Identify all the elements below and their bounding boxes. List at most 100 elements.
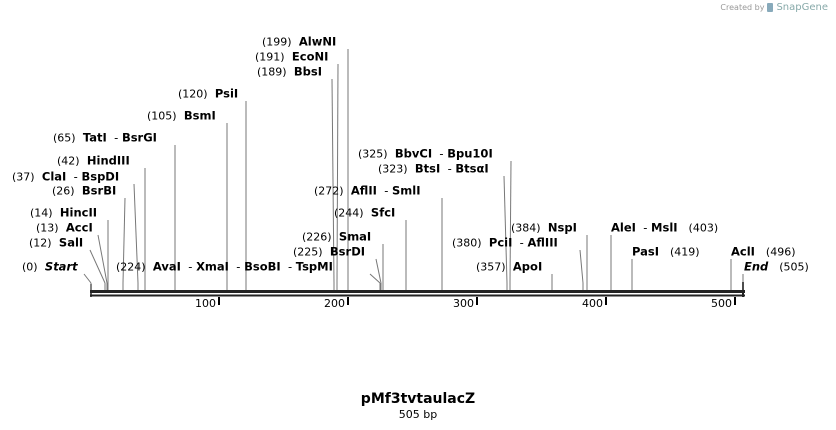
enzyme-site-label[interactable]: (12) SalI <box>29 236 83 251</box>
enzyme-site-label[interactable]: (189) BbsI <box>257 65 322 80</box>
site-position: (403) <box>688 221 719 235</box>
site-position: (199) <box>262 35 292 49</box>
site-leader-line <box>579 249 584 284</box>
site-position: (12) <box>29 236 52 250</box>
enzyme-site-label[interactable]: (42) HindIII <box>57 154 130 169</box>
enzyme-name: Bpu10I <box>447 146 493 161</box>
site-position: (191) <box>255 50 285 64</box>
snapgene-brand: Created by SnapGene <box>720 2 828 13</box>
enzyme-name: BspDI <box>81 169 120 184</box>
site-position: (272) <box>314 184 344 198</box>
enzyme-site-label[interactable]: (225) BsrDI <box>293 245 365 260</box>
enzyme-site-label[interactable]: (105) BsmI <box>147 109 216 124</box>
site-position: (496) <box>765 245 796 259</box>
site-leader-line <box>122 197 126 284</box>
enzyme-name: HindIII <box>86 153 130 168</box>
enzyme-site-label[interactable]: (120) PsiI <box>178 87 238 102</box>
site-position: (357) <box>476 260 506 274</box>
enzyme-site-label[interactable]: (26) BsrBI <box>52 184 116 199</box>
site-leader-line <box>83 273 92 284</box>
site-position: (244) <box>334 206 364 220</box>
site-leader-line <box>331 78 335 284</box>
enzyme-name: ApoI <box>512 259 543 274</box>
name-separator: - <box>180 259 197 274</box>
enzyme-site-label[interactable]: (323) BtsI - BtsαI <box>378 162 489 177</box>
enzyme-name: ClaI <box>41 169 67 184</box>
name-separator: - <box>106 130 122 145</box>
enzyme-site-label[interactable]: (272) AflII - SmlI <box>314 184 421 199</box>
name-separator: - <box>440 161 456 176</box>
enzyme-name: EcoNI <box>291 49 329 64</box>
site-leader-line <box>97 234 108 284</box>
site-position: (0) <box>22 260 38 274</box>
site-leader-line <box>336 63 339 284</box>
snapgene-logo-icon <box>767 3 774 12</box>
name-separator: - <box>66 169 82 184</box>
enzyme-name: AleI <box>611 220 636 235</box>
enzyme-site-label[interactable]: (14) HincII <box>30 206 97 221</box>
enzyme-name: BbvCI <box>394 146 433 161</box>
enzyme-site-label[interactable]: (224) AvaI - XmaI - BsoBI - TspMI <box>116 260 333 275</box>
enzyme-site-label[interactable]: (357) ApoI <box>476 260 542 275</box>
ruler-tick-label: 200 <box>324 297 345 310</box>
site-position: (505) <box>779 260 809 274</box>
enzyme-name: BsrBI <box>81 183 117 198</box>
enzyme-name: AvaI <box>152 259 181 274</box>
site-leader-line <box>89 249 106 284</box>
site-leader-line <box>503 175 508 284</box>
name-separator: - <box>228 259 245 274</box>
enzyme-name: PasI <box>632 244 660 259</box>
map-length: 505 bp <box>398 408 438 421</box>
enzyme-name: AclI <box>731 244 755 259</box>
enzyme-name: BtsI <box>414 161 441 176</box>
site-position: (26) <box>52 184 75 198</box>
enzyme-site-label[interactable]: (65) TatI - BsrGI <box>53 131 157 146</box>
brand-name: SnapGene <box>776 2 828 13</box>
enzyme-site-label[interactable]: (13) AccI <box>36 221 93 236</box>
enzyme-name: HincII <box>59 205 98 220</box>
enzyme-site-label[interactable]: (325) BbvCI - Bpu10I <box>358 147 493 162</box>
enzyme-name: MslI <box>651 220 678 235</box>
enzyme-name: SmlI <box>392 183 421 198</box>
brand-created-by: Created by <box>720 3 765 12</box>
enzyme-name: NspI <box>547 220 577 235</box>
enzyme-name: BbsI <box>293 64 323 79</box>
site-position: (323) <box>378 162 408 176</box>
ruler-tick-label: 500 <box>711 297 732 310</box>
enzyme-name: AflII <box>350 183 377 198</box>
enzyme-site-label[interactable]: (226) SmaI <box>302 230 371 245</box>
enzyme-site-label[interactable]: AclI (496) <box>731 245 796 260</box>
enzyme-site-label[interactable]: (0) Start <box>22 260 78 275</box>
ruler-tick-label: 400 <box>582 297 603 310</box>
site-leader-line <box>375 258 382 284</box>
enzyme-site-label[interactable]: (37) ClaI - BspDI <box>12 170 119 185</box>
site-position: (14) <box>30 206 53 220</box>
name-separator: - <box>635 220 652 235</box>
enzyme-site-label[interactable]: (191) EcoNI <box>255 50 328 65</box>
enzyme-name: XmaI <box>196 259 229 274</box>
enzyme-site-label[interactable]: (380) PciI - AflIII <box>452 236 558 251</box>
site-position: (380) <box>452 236 482 250</box>
site-position: (419) <box>669 245 700 259</box>
site-position: (65) <box>53 131 76 145</box>
enzyme-name: PciI <box>488 235 513 250</box>
site-position: (13) <box>36 221 59 235</box>
site-leader-line <box>369 273 381 284</box>
enzyme-name: BtsαI <box>455 161 489 176</box>
enzyme-site-label[interactable]: (384) NspI <box>511 221 577 236</box>
enzyme-name: SmaI <box>338 229 372 244</box>
name-separator: - <box>512 235 528 250</box>
site-position: (384) <box>511 221 541 235</box>
enzyme-site-label[interactable]: PasI (419) <box>632 245 700 260</box>
enzyme-site-label[interactable]: (244) SfcI <box>334 206 395 221</box>
enzyme-site-label[interactable]: AleI - MslI (403) <box>611 221 718 236</box>
enzyme-name: BsrDI <box>329 244 366 259</box>
site-position: (120) <box>178 87 208 101</box>
enzyme-site-label[interactable]: (199) AlwNI <box>262 35 336 50</box>
enzyme-name: End <box>744 259 769 274</box>
enzyme-name: TatI <box>82 130 107 145</box>
enzyme-site-label[interactable]: End (505) <box>744 260 809 275</box>
site-position: (105) <box>147 109 177 123</box>
site-position: (37) <box>12 170 35 184</box>
